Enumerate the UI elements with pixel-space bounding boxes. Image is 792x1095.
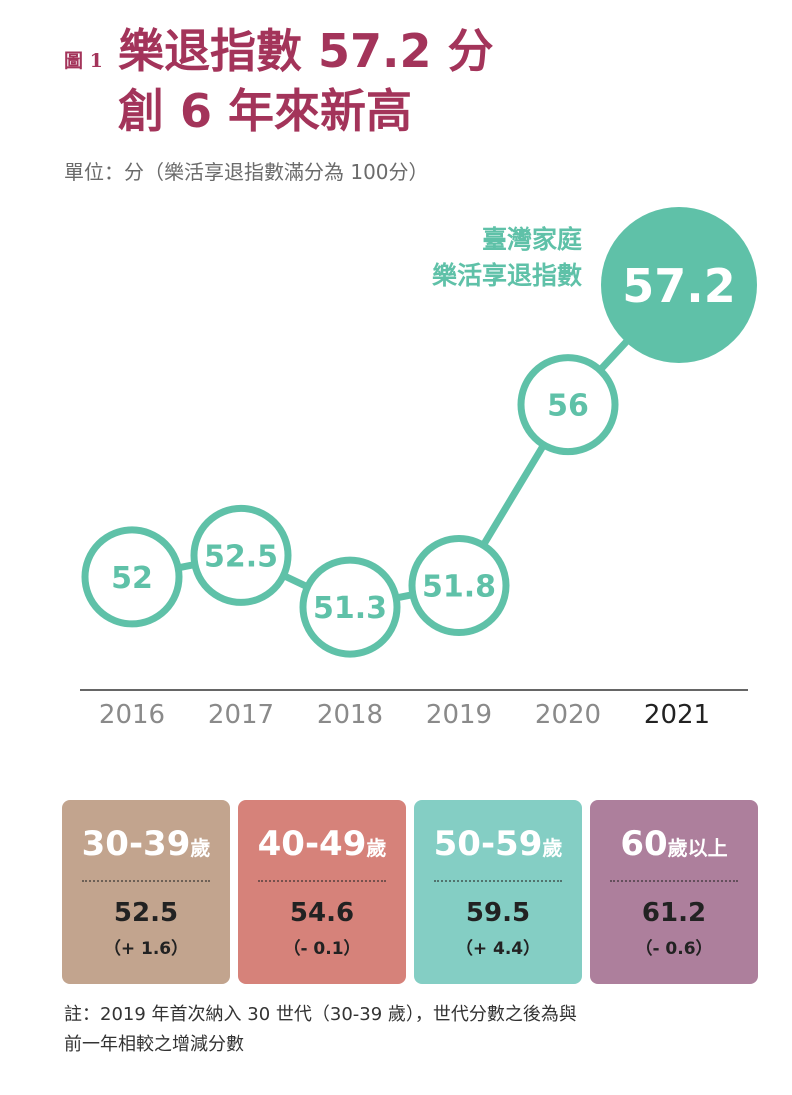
data-label: 51.3 bbox=[313, 591, 387, 626]
card-age-60-plus: 60歲以上 61.2 （- 0.6） bbox=[590, 800, 758, 984]
age-delta: （+ 1.6） bbox=[103, 939, 189, 959]
dotted-divider bbox=[610, 880, 738, 882]
card-age-40-49: 40-49歲 54.6 （- 0.1） bbox=[238, 800, 406, 984]
x-tick-label: 2018 bbox=[317, 700, 383, 730]
highlight-point bbox=[601, 207, 757, 363]
data-label: 56 bbox=[547, 389, 589, 424]
line-chart: 52 52.5 51.3 51.8 56 57.2 2016 2017 2018 2019 2020… bbox=[80, 207, 757, 730]
data-point bbox=[190, 504, 292, 606]
unit-note: 單位：分（樂活享退指數滿分為 100分） bbox=[64, 160, 429, 184]
age-delta: （- 0.1） bbox=[283, 939, 361, 959]
age-score: 54.6 bbox=[289, 898, 355, 928]
age-label: 60歲以上 bbox=[620, 824, 728, 864]
age-group-cards: 30-39歲 52.5 （+ 1.6） 40-49歲 54.6 （- 0.1） … bbox=[62, 800, 758, 984]
data-label: 51.8 bbox=[422, 570, 496, 605]
dotted-divider bbox=[258, 880, 386, 882]
x-tick-label: 2016 bbox=[99, 700, 165, 730]
data-point bbox=[299, 556, 401, 658]
data-point bbox=[81, 526, 183, 628]
data-label: 57.2 bbox=[622, 259, 736, 313]
age-score: 61.2 bbox=[641, 898, 707, 928]
figure-label: 圖 1 bbox=[64, 50, 103, 72]
x-tick-label: 2021 bbox=[644, 700, 710, 730]
dotted-divider bbox=[434, 880, 562, 882]
x-tick-label: 2020 bbox=[535, 700, 601, 730]
data-label: 52.5 bbox=[204, 539, 278, 574]
data-point bbox=[517, 354, 619, 456]
footnote-line2: 前一年相較之增減分數 bbox=[64, 1034, 244, 1055]
age-delta: （+ 4.4） bbox=[455, 939, 541, 959]
series-label-line1: 臺灣家庭 bbox=[481, 225, 582, 254]
age-delta: （- 0.6） bbox=[635, 939, 713, 959]
footnote-line1: 註：2019 年首次納入 30 世代（30-39 歲），世代分數之後為與 bbox=[64, 1004, 577, 1025]
card-age-30-39: 30-39歲 52.5 （+ 1.6） bbox=[62, 800, 230, 984]
data-point bbox=[408, 535, 510, 637]
chart-title-line2: 創 6 年來新高 bbox=[118, 84, 413, 138]
dotted-divider bbox=[82, 880, 210, 882]
age-score: 59.5 bbox=[465, 898, 531, 928]
age-score: 52.5 bbox=[113, 898, 179, 928]
age-label: 30-39歲 bbox=[81, 824, 211, 864]
x-tick-label: 2017 bbox=[208, 700, 274, 730]
chart-title-line1: 樂退指數 57.2 分 bbox=[118, 24, 494, 78]
footnote: 註：2019 年首次納入 30 世代（30-39 歲），世代分數之後為與 前一年… bbox=[64, 1000, 724, 1060]
series-label-line2: 樂活享退指數 bbox=[431, 261, 582, 290]
card-age-50-59: 50-59歲 59.5 （+ 4.4） bbox=[414, 800, 582, 984]
age-label: 50-59歲 bbox=[433, 824, 563, 864]
data-label: 52 bbox=[111, 561, 153, 596]
x-tick-label: 2019 bbox=[426, 700, 492, 730]
age-label: 40-49歲 bbox=[257, 824, 387, 864]
